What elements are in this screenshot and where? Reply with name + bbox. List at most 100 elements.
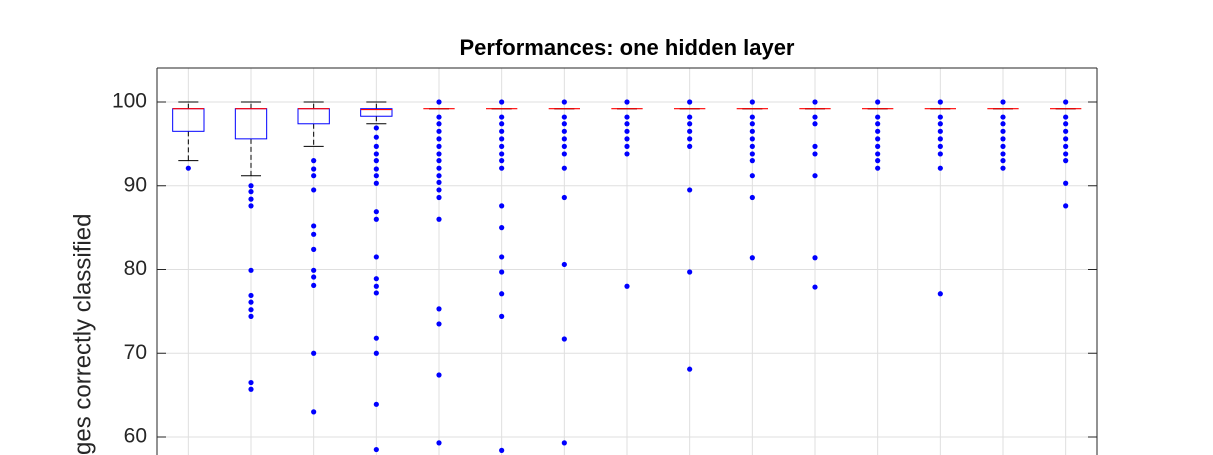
outlier bbox=[812, 151, 818, 157]
outlier bbox=[937, 121, 943, 127]
outlier bbox=[311, 166, 317, 172]
outlier bbox=[499, 203, 505, 209]
outlier bbox=[687, 187, 693, 193]
outlier bbox=[311, 409, 317, 415]
outlier bbox=[561, 99, 567, 105]
outlier bbox=[436, 143, 442, 149]
outlier bbox=[499, 143, 505, 149]
outlier bbox=[561, 261, 567, 268]
outlier bbox=[499, 121, 505, 127]
outlier bbox=[373, 134, 379, 140]
outlier bbox=[561, 114, 567, 120]
outlier bbox=[1063, 121, 1069, 127]
outlier bbox=[812, 121, 818, 127]
outlier bbox=[687, 143, 693, 149]
outlier bbox=[749, 158, 755, 164]
outlier bbox=[561, 165, 567, 171]
outlier bbox=[436, 151, 442, 157]
outlier bbox=[561, 128, 567, 134]
outlier bbox=[248, 307, 254, 313]
outlier bbox=[687, 366, 693, 372]
outlier bbox=[373, 283, 379, 289]
outlier bbox=[1000, 128, 1006, 134]
outlier bbox=[248, 189, 254, 195]
outlier bbox=[749, 255, 755, 261]
outlier bbox=[749, 143, 755, 149]
outlier bbox=[436, 321, 442, 327]
outlier bbox=[499, 158, 505, 164]
outlier bbox=[1000, 165, 1006, 171]
outlier bbox=[812, 284, 818, 290]
outlier bbox=[561, 440, 567, 446]
y-tick-label: 90 bbox=[124, 173, 147, 196]
outlier bbox=[1000, 136, 1006, 142]
outlier bbox=[749, 114, 755, 120]
outlier bbox=[248, 183, 254, 189]
outlier bbox=[499, 313, 505, 319]
outlier bbox=[1063, 99, 1069, 105]
outlier bbox=[499, 99, 505, 105]
outlier bbox=[1063, 114, 1069, 120]
outlier bbox=[311, 223, 317, 229]
outlier bbox=[499, 128, 505, 134]
outlier bbox=[1063, 203, 1069, 209]
outlier bbox=[248, 267, 254, 273]
outlier bbox=[624, 121, 630, 127]
outlier bbox=[436, 306, 442, 312]
outlier bbox=[373, 125, 379, 131]
outlier bbox=[499, 269, 505, 275]
outlier bbox=[436, 187, 442, 193]
outlier bbox=[561, 136, 567, 142]
outlier bbox=[248, 196, 254, 202]
outlier bbox=[812, 114, 818, 120]
outlier bbox=[1000, 99, 1006, 105]
outlier bbox=[373, 401, 379, 407]
outlier bbox=[561, 121, 567, 127]
outlier bbox=[1000, 158, 1006, 164]
outlier bbox=[373, 276, 379, 282]
outlier bbox=[1000, 143, 1006, 149]
outlier bbox=[875, 128, 881, 134]
outlier bbox=[937, 165, 943, 171]
chart-title: Performances: one hidden layer bbox=[460, 35, 795, 60]
outlier bbox=[1000, 151, 1006, 157]
outlier bbox=[624, 151, 630, 157]
outlier bbox=[373, 350, 379, 356]
outlier bbox=[185, 165, 191, 171]
outlier bbox=[812, 173, 818, 179]
outlier bbox=[436, 114, 442, 120]
outlier bbox=[624, 128, 630, 134]
box bbox=[360, 108, 393, 117]
outlier bbox=[561, 194, 567, 201]
outlier bbox=[1063, 158, 1069, 164]
outlier bbox=[373, 216, 379, 222]
outlier bbox=[311, 267, 317, 273]
y-tick-label: 70 bbox=[124, 341, 147, 364]
outlier bbox=[311, 274, 317, 280]
outlier bbox=[1063, 128, 1069, 134]
outlier bbox=[624, 136, 630, 142]
outlier bbox=[1063, 143, 1069, 149]
outlier bbox=[749, 121, 755, 127]
outlier bbox=[687, 99, 693, 105]
outlier bbox=[687, 121, 693, 127]
outlier bbox=[1063, 136, 1069, 142]
outlier bbox=[875, 165, 881, 171]
outlier bbox=[624, 99, 630, 105]
outlier bbox=[749, 128, 755, 134]
y-tick-label: 80 bbox=[124, 257, 147, 280]
y-axis-label: ges correctly classified bbox=[69, 214, 96, 455]
outlier bbox=[749, 99, 755, 105]
outlier bbox=[499, 254, 505, 260]
outlier bbox=[373, 143, 379, 149]
outlier bbox=[937, 143, 943, 149]
outlier bbox=[812, 255, 818, 261]
outlier bbox=[248, 313, 254, 319]
outlier bbox=[749, 151, 755, 157]
outlier bbox=[311, 231, 317, 237]
outlier bbox=[937, 151, 943, 157]
y-tick-label: 100 bbox=[112, 90, 147, 113]
outlier bbox=[624, 114, 630, 120]
outlier bbox=[687, 269, 693, 275]
outlier bbox=[749, 194, 755, 201]
